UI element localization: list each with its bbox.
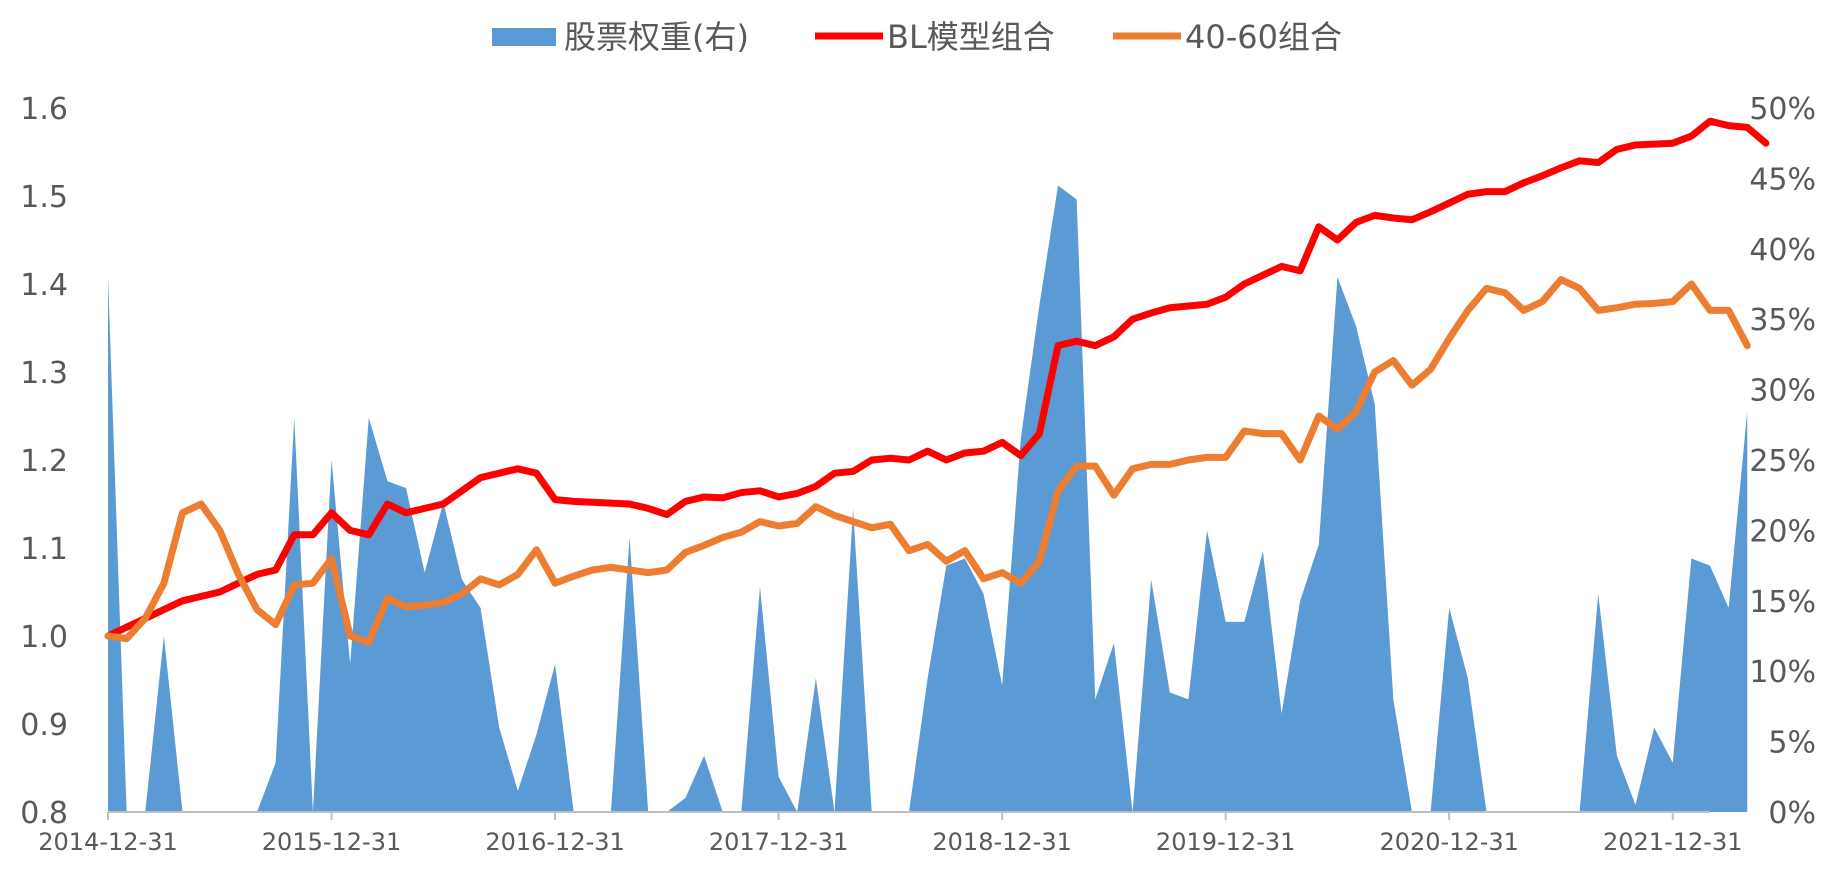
bl-model-portfolio-line: [104, 117, 1770, 640]
portfolio-40-60-line: [104, 276, 1751, 646]
legend-40-60: 40-60组合: [1113, 18, 1342, 56]
right-y-tick-label: 45%: [1749, 162, 1816, 197]
axes-layer: 2014-12-31 2015-12-31 2016-12-31 2017-12-31…: [20, 92, 1816, 856]
legend-stock-weight: 股票权重(右): [492, 18, 749, 56]
left-y-tick-label: 1.2: [20, 444, 68, 479]
left-y-tick-label: 1.0: [20, 620, 68, 655]
left-y-tick-label: 1.6: [20, 92, 68, 127]
legend-label: BL模型组合: [887, 18, 1055, 56]
x-tick-label: 2019-12-31: [1156, 828, 1295, 856]
legend-label: 40-60组合: [1185, 18, 1342, 56]
x-tick-label: 2015-12-31: [262, 828, 401, 856]
x-tick-label: 2020-12-31: [1379, 828, 1518, 856]
right-y-tick-label: 5%: [1768, 726, 1816, 761]
left-y-tick-label: 0.9: [20, 708, 68, 743]
right-y-tick-label: 0%: [1768, 796, 1816, 831]
left-y-tick-label: 1.5: [20, 180, 68, 215]
right-y-tick-label: 20%: [1749, 514, 1816, 549]
right-y-tick-label: 25%: [1749, 444, 1816, 479]
line-series-layer: [104, 117, 1770, 646]
x-tick-label: 2018-12-31: [932, 828, 1071, 856]
x-tick-label: 2017-12-31: [709, 828, 848, 856]
left-y-tick-label: 1.3: [20, 356, 68, 391]
x-tick-label: 2021-12-31: [1603, 828, 1742, 856]
right-y-tick-label: 15%: [1749, 585, 1816, 620]
right-y-tick-label: 50%: [1749, 92, 1816, 127]
right-y-tick-label: 40%: [1749, 233, 1816, 268]
stock-weight-area: [108, 185, 1748, 812]
x-tick-label: 2016-12-31: [485, 828, 624, 856]
x-tick-label: 2014-12-31: [38, 828, 177, 856]
left-y-tick-label: 1.4: [20, 268, 68, 303]
left-y-tick-label: 0.8: [20, 796, 68, 831]
legend-bl-model: BL模型组合: [815, 18, 1055, 56]
right-y-tick-label: 30%: [1749, 374, 1816, 409]
right-y-tick-label: 10%: [1749, 655, 1816, 690]
stock-weight-area-layer: [108, 185, 1748, 812]
left-y-tick-label: 1.1: [20, 532, 68, 567]
legend: 股票权重(右) BL模型组合 40-60组合: [492, 18, 1342, 56]
right-y-tick-label: 35%: [1749, 303, 1816, 338]
legend-swatch: [492, 28, 556, 46]
legend-label: 股票权重(右): [564, 18, 749, 56]
